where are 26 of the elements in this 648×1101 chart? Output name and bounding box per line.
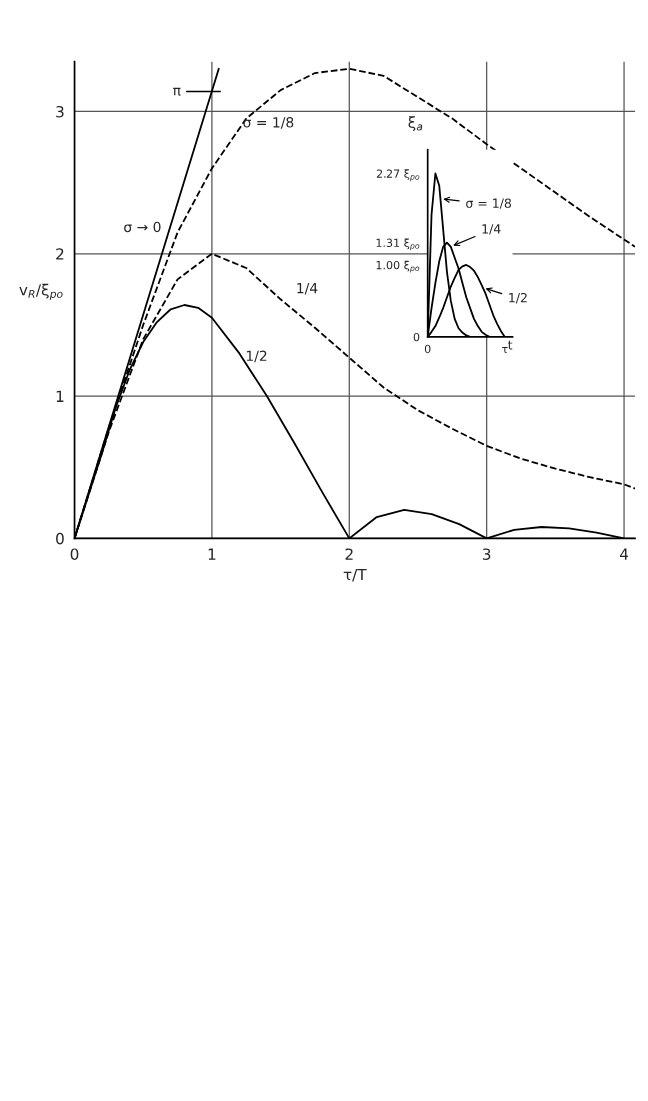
x-tick-label: τ	[502, 346, 508, 353]
series-label: 1/2	[246, 350, 267, 363]
y-tick-label: 0	[56, 532, 64, 545]
y-tick-label: 1	[56, 390, 64, 402]
y-tick-label: 2	[56, 248, 64, 260]
text: 1/4	[482, 224, 501, 235]
x-tick-label: 1	[208, 548, 216, 560]
x-tick-label: 4	[619, 548, 629, 560]
x-tick-label: 0	[70, 548, 79, 560]
y-tick-label: 1.00 ξ$_{po}$	[376, 260, 420, 273]
legend-label: 1/2	[509, 292, 527, 304]
x-tick-label: 2	[345, 548, 353, 560]
y-tick-label: 0	[413, 332, 420, 342]
ref-line-label: π	[173, 87, 181, 96]
legend-label: σ = 1/8	[466, 198, 512, 209]
y-axis-title: v$_{R}$/ξ$_{po}$	[19, 283, 63, 301]
y-tick-label: 3	[56, 105, 64, 118]
y-axis-title: ξ$_{a}$	[408, 116, 423, 132]
x-axis-title: t	[508, 340, 513, 350]
series-label: σ = 1/8	[243, 117, 294, 129]
series-label: 1/4	[297, 283, 318, 295]
x-tick-label: 3	[482, 548, 491, 560]
series-label: σ → 0	[124, 221, 161, 233]
x-axis-title: τ/T	[343, 568, 367, 582]
y-tick-label: 1.31 ξ$_{po}$	[376, 238, 420, 251]
y-tick-label: 2.27 ξ$_{po}$	[376, 169, 420, 182]
